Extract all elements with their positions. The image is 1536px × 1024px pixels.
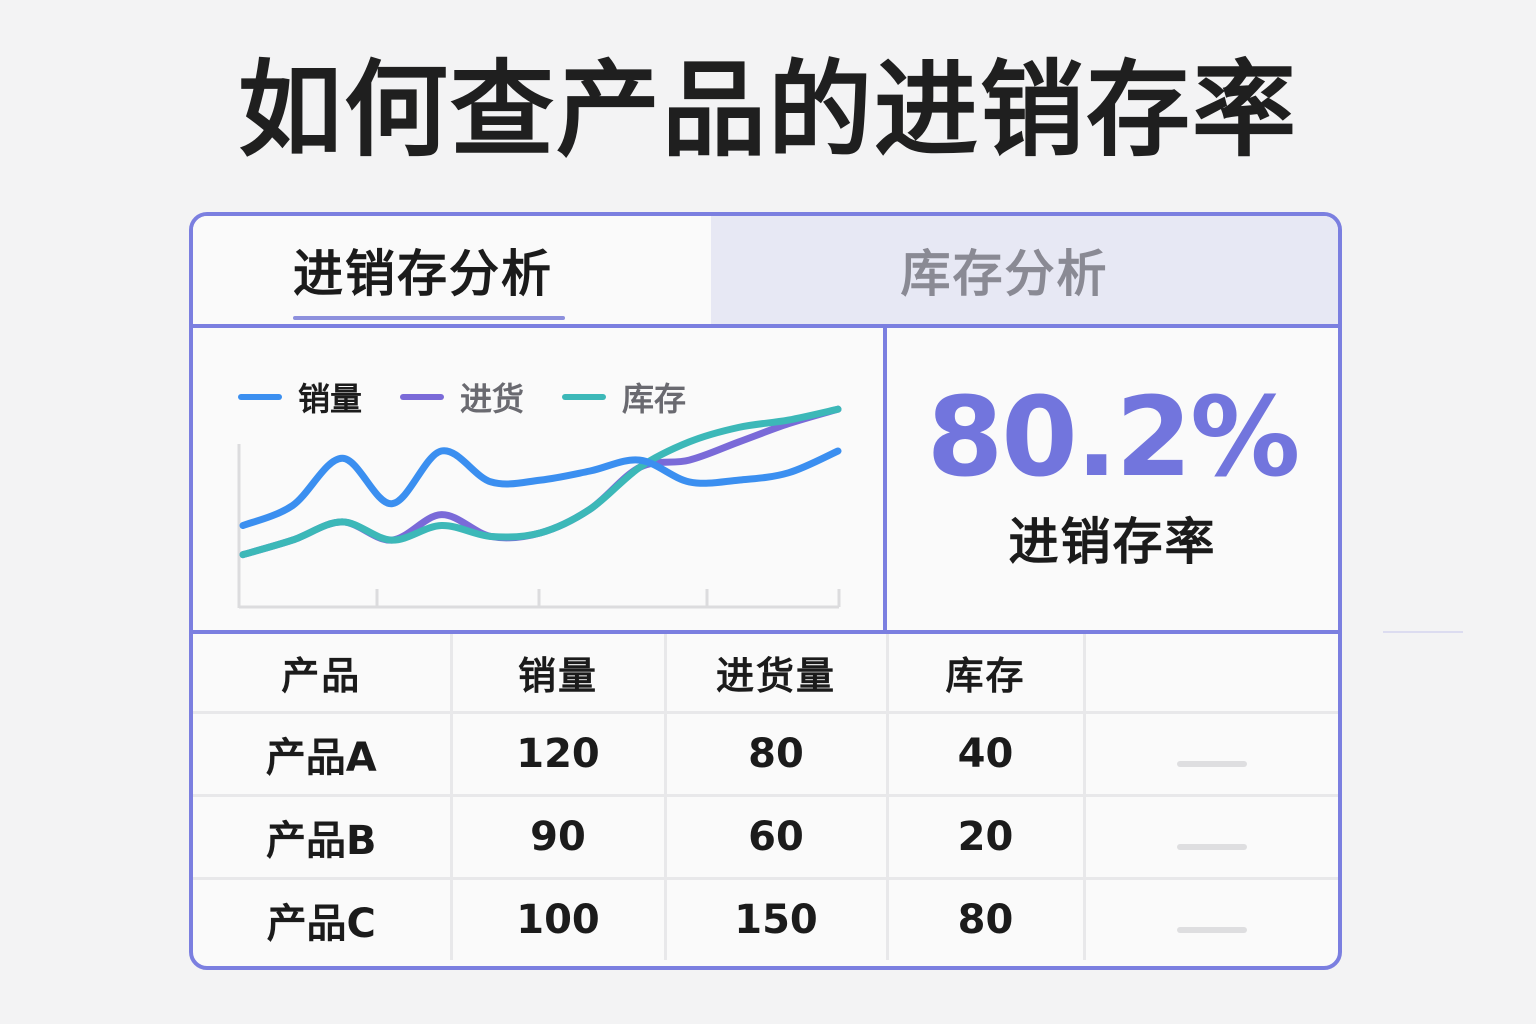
tab-label: 进销存分析 (293, 245, 553, 303)
column-header-sales: 销量 (451, 634, 667, 714)
cell-extra (1084, 795, 1338, 880)
line-chart-panel: 销量 进货 库存 (193, 328, 883, 630)
kpi-label: 进销存率 (1008, 513, 1217, 571)
analysis-card: 进销存分析 库存分析 销量 进货 库存 80.2% 进销存率 (189, 212, 1342, 970)
table-row[interactable]: 产品A 120 80 40 (193, 712, 1338, 797)
page-title: 如何查产品的进销存率 (237, 49, 1298, 171)
legend-label: 库存 (622, 380, 687, 418)
chart-legend: 销量 进货 库存 (238, 374, 724, 420)
cell-purchase: 150 (665, 878, 889, 960)
divider (193, 630, 1338, 634)
decorative-dash (1383, 631, 1463, 633)
cell-purchase: 80 (665, 712, 889, 797)
active-tab-indicator (293, 316, 565, 320)
table-header-row: 产品 销量 进货量 库存 (193, 634, 1338, 714)
tab-sales-inventory-analysis[interactable]: 进销存分析 (193, 216, 711, 324)
legend-item-purchase: 进货 (400, 374, 524, 420)
series-line-sales (239, 447, 842, 530)
placeholder-dash (1176, 844, 1247, 850)
placeholder-dash (1176, 761, 1247, 767)
cell-purchase: 60 (665, 795, 889, 880)
table-row[interactable]: 产品C 100 150 80 (193, 878, 1338, 961)
cell-product: 产品A (193, 712, 453, 797)
tab-bar: 进销存分析 库存分析 (193, 216, 1338, 324)
cell-sales: 120 (451, 712, 667, 797)
legend-swatch (562, 394, 607, 400)
column-header-purchase: 进货量 (665, 634, 889, 714)
legend-swatch (400, 394, 445, 400)
product-table: 产品 销量 进货量 库存 产品A 120 80 40 产品B 90 60 20 (193, 634, 1338, 960)
cell-extra (1084, 879, 1338, 961)
divider (193, 324, 1338, 328)
legend-label: 进货 (460, 380, 525, 418)
cell-sales: 90 (451, 795, 667, 880)
kpi-panel: 80.2% 进销存率 (887, 328, 1338, 630)
placeholder-dash (1176, 927, 1247, 933)
legend-swatch (238, 394, 282, 400)
cell-product: 产品C (193, 878, 453, 960)
table-row[interactable]: 产品B 90 60 20 (193, 795, 1338, 880)
column-header-extra (1084, 634, 1338, 714)
cell-stock: 20 (887, 795, 1086, 880)
line-chart (237, 405, 842, 609)
cell-stock: 80 (887, 878, 1086, 960)
kpi-value: 80.2% (926, 373, 1301, 501)
cell-sales: 100 (451, 878, 667, 960)
legend-label: 销量 (298, 380, 363, 418)
tab-inventory-analysis[interactable]: 库存分析 (711, 216, 1338, 324)
cell-stock: 40 (887, 712, 1086, 797)
column-header-stock: 库存 (887, 634, 1086, 714)
legend-item-sales: 销量 (238, 374, 362, 420)
divider (883, 324, 887, 630)
cell-product: 产品B (193, 795, 453, 880)
legend-item-stock: 库存 (562, 374, 686, 420)
cell-extra (1084, 712, 1338, 797)
tab-label: 库存分析 (900, 245, 1109, 303)
column-header-product: 产品 (193, 634, 453, 714)
series-line-stock (239, 405, 842, 559)
